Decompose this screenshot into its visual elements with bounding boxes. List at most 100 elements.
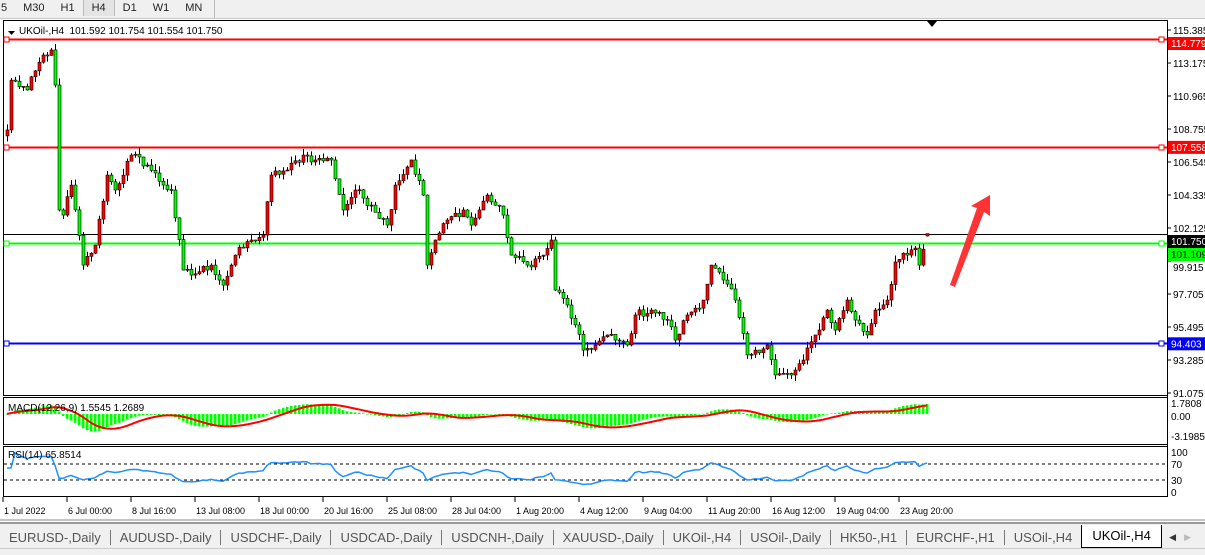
tab-usdcnh-daily[interactable]: USDCNH-,Daily: [442, 530, 553, 545]
macd-histogram-bar: [478, 414, 481, 416]
candle: [722, 272, 725, 280]
candle: [90, 253, 93, 256]
candle: [182, 240, 185, 270]
macd-histogram-bar: [482, 414, 485, 416]
macd-histogram-bar: [358, 413, 361, 414]
macd-histogram-bar: [654, 414, 657, 417]
level-handle-right: [1159, 37, 1164, 42]
macd-histogram-bar: [634, 414, 637, 422]
level-handle-right: [1159, 145, 1164, 150]
candle: [134, 154, 137, 155]
candle: [622, 341, 625, 342]
candle: [54, 50, 57, 85]
candle: [802, 360, 805, 364]
candle: [634, 315, 637, 334]
tab-eurchf-h1[interactable]: EURCHF-,H1: [907, 530, 1005, 545]
candle: [486, 195, 489, 201]
tab-audusd-daily[interactable]: AUDUSD-,Daily: [111, 530, 222, 545]
candle: [478, 210, 481, 218]
candle: [470, 217, 473, 225]
candle: [878, 309, 881, 310]
tab-eurusd-daily[interactable]: EURUSD-,Daily: [0, 530, 111, 545]
macd-histogram-bar: [278, 409, 281, 414]
tab-hk50-h1[interactable]: HK50-,H1: [831, 530, 907, 545]
price-tick-label: 108.755: [1173, 125, 1205, 136]
candle: [750, 354, 753, 355]
macd-histogram-bar: [118, 414, 121, 423]
candle: [450, 216, 453, 220]
candle: [62, 210, 65, 215]
tab-usdcad-daily[interactable]: USDCAD-,Daily: [331, 530, 442, 545]
candle: [138, 154, 141, 157]
rsi-panel: [4, 447, 1168, 497]
macd-histogram-bar: [586, 414, 589, 428]
candle: [682, 321, 685, 334]
candle: [74, 185, 77, 210]
candle: [294, 161, 297, 163]
tab-ukoil-h4-active[interactable]: UKOil-,H4: [1081, 525, 1162, 548]
candle: [862, 323, 865, 331]
candle: [18, 81, 21, 87]
candle: [574, 318, 577, 325]
macd-histogram-bar: [642, 414, 645, 420]
candle: [186, 269, 189, 270]
macd-histogram-bar: [222, 414, 225, 427]
candle: [590, 348, 593, 349]
macd-histogram-bar: [146, 414, 149, 415]
candle: [386, 219, 389, 225]
macd-histogram-bar: [746, 414, 749, 415]
candle: [442, 224, 445, 233]
macd-histogram-bar: [246, 414, 249, 420]
candle: [918, 248, 921, 265]
candle: [650, 310, 653, 314]
candle: [190, 269, 193, 275]
candle: [746, 333, 749, 355]
candle: [258, 237, 261, 241]
tab-ukoil-h4[interactable]: UKOil-,H4: [664, 530, 742, 545]
macd-histogram-bar: [838, 413, 841, 414]
candle: [166, 185, 169, 189]
candle: [546, 248, 549, 255]
candle: [758, 350, 761, 353]
tab-xauusd-daily[interactable]: XAUUSD-,Daily: [554, 530, 664, 545]
candle: [866, 331, 869, 335]
candle: [718, 268, 721, 272]
candle: [818, 330, 821, 335]
triangle-left-icon[interactable]: ◀: [1169, 532, 1184, 542]
candle: [594, 345, 597, 349]
symbol-header: UKOil-,H4 101.592 101.754 101.554 101.75…: [19, 26, 223, 37]
candle: [406, 167, 409, 175]
candle: [822, 318, 825, 330]
candle: [70, 185, 73, 197]
candle: [914, 248, 917, 250]
macd-histogram-bar: [486, 414, 489, 415]
tab-usoil-h4[interactable]: USOil-,H4: [1005, 530, 1082, 545]
candle: [730, 284, 733, 289]
tab-usdchf-daily[interactable]: USDCHF-,Daily: [221, 530, 331, 545]
candle: [926, 234, 929, 236]
candle: [654, 310, 657, 313]
macd-histogram-bar: [742, 413, 745, 414]
macd-histogram-bar: [354, 412, 357, 414]
candle: [834, 323, 837, 330]
macd-histogram-bar: [338, 408, 341, 414]
candle: [394, 185, 397, 209]
candle: [662, 312, 665, 319]
candle: [774, 360, 777, 375]
macd-histogram-bar: [494, 414, 497, 415]
candle: [390, 210, 393, 226]
price-chart[interactable]: 115.385114.779113.175110.965108.755107.5…: [0, 0, 1205, 522]
current-price-label: 101.750: [1171, 237, 1205, 248]
macd-histogram-bar: [650, 414, 653, 418]
candle: [446, 220, 449, 224]
macd-histogram-bar: [750, 414, 753, 417]
candle: [330, 158, 333, 160]
macd-histogram-bar: [626, 414, 629, 424]
tab-usoil-daily[interactable]: USOil-,Daily: [741, 530, 831, 545]
candle: [42, 55, 45, 62]
candle: [898, 259, 901, 262]
triangle-right-icon[interactable]: ▶: [1184, 532, 1199, 542]
candle: [422, 181, 425, 195]
candle: [250, 240, 253, 241]
